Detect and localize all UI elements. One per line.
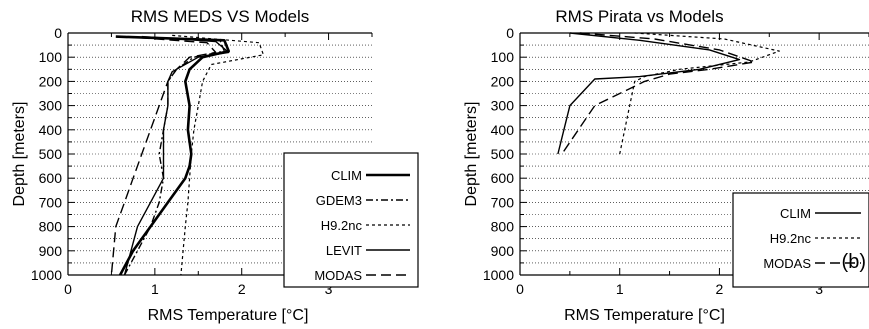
x-tick-label: 3 xyxy=(815,281,823,297)
y-tick-label: 1000 xyxy=(31,267,62,283)
y-tick-label: 0 xyxy=(506,25,514,41)
y-axis-label: Depth [meters] xyxy=(11,102,28,207)
legend-box xyxy=(732,192,869,288)
x-tick-label: 2 xyxy=(716,281,724,297)
x-axis-label: RMS Temperature [°C] xyxy=(564,307,725,324)
panel-tag: (b) xyxy=(842,251,866,273)
y-tick-label: 700 xyxy=(39,194,63,210)
y-tick-label: 400 xyxy=(491,122,515,138)
chart-title: RMS Pirata vs Models xyxy=(555,7,723,26)
x-tick-label: 0 xyxy=(64,281,72,297)
x-tick-label: 2 xyxy=(238,281,246,297)
y-tick-label: 100 xyxy=(39,49,63,65)
y-tick-label: 200 xyxy=(39,73,63,89)
y-tick-label: 600 xyxy=(491,170,515,186)
y-tick-label: 300 xyxy=(491,98,515,114)
panel-meds: RMS MEDS VS Models 0 100 200 300 400 500 600 700… xyxy=(11,7,419,324)
y-tick-label: 300 xyxy=(39,98,63,114)
x-tick-label: 1 xyxy=(151,281,159,297)
y-tick-label: 0 xyxy=(54,25,62,41)
x-tick-label: 1 xyxy=(616,281,624,297)
legend-label: H9.2nc xyxy=(321,218,363,233)
chart-title: RMS MEDS VS Models xyxy=(131,7,310,26)
y-tick-label: 900 xyxy=(491,243,515,259)
y-tick-label: 100 xyxy=(491,49,515,65)
panel-pirata: RMS Pirata vs Models 0 100 200 300 400 500 600 7… xyxy=(463,7,869,324)
y-tick-label: 500 xyxy=(39,146,63,162)
y-tick-label: 700 xyxy=(491,194,515,210)
series-line-h9-2nc xyxy=(172,34,264,276)
legend-label: CLIM xyxy=(780,206,811,221)
series-line-h9-2nc xyxy=(619,32,780,155)
x-tick-label: 3 xyxy=(325,281,333,297)
y-tick-label: 600 xyxy=(39,170,63,186)
y-tick-label: 1000 xyxy=(483,267,514,283)
series-line-modas xyxy=(561,32,755,155)
y-tick-label: 200 xyxy=(491,73,515,89)
legend-label: MODAS xyxy=(314,268,362,283)
series-line-clim xyxy=(557,32,741,155)
series-line-levit xyxy=(123,35,230,276)
legend-label: GDEM3 xyxy=(316,193,362,208)
y-axis-label: Depth [meters] xyxy=(463,102,480,207)
legend-label: MODAS xyxy=(763,256,811,271)
y-tick-label: 800 xyxy=(39,219,63,235)
y-tick-label: 900 xyxy=(39,243,63,259)
x-tick-label: 0 xyxy=(516,281,524,297)
legend-label: H9.2nc xyxy=(770,231,812,246)
legend-label: CLIM xyxy=(331,168,362,183)
series-line-modas xyxy=(110,35,217,276)
legend-label: LEVIT xyxy=(326,243,362,258)
x-axis-label: RMS Temperature [°C] xyxy=(148,307,309,324)
y-tick-label: 800 xyxy=(491,219,515,235)
y-tick-label: 500 xyxy=(491,146,515,162)
y-tick-label: 400 xyxy=(39,122,63,138)
